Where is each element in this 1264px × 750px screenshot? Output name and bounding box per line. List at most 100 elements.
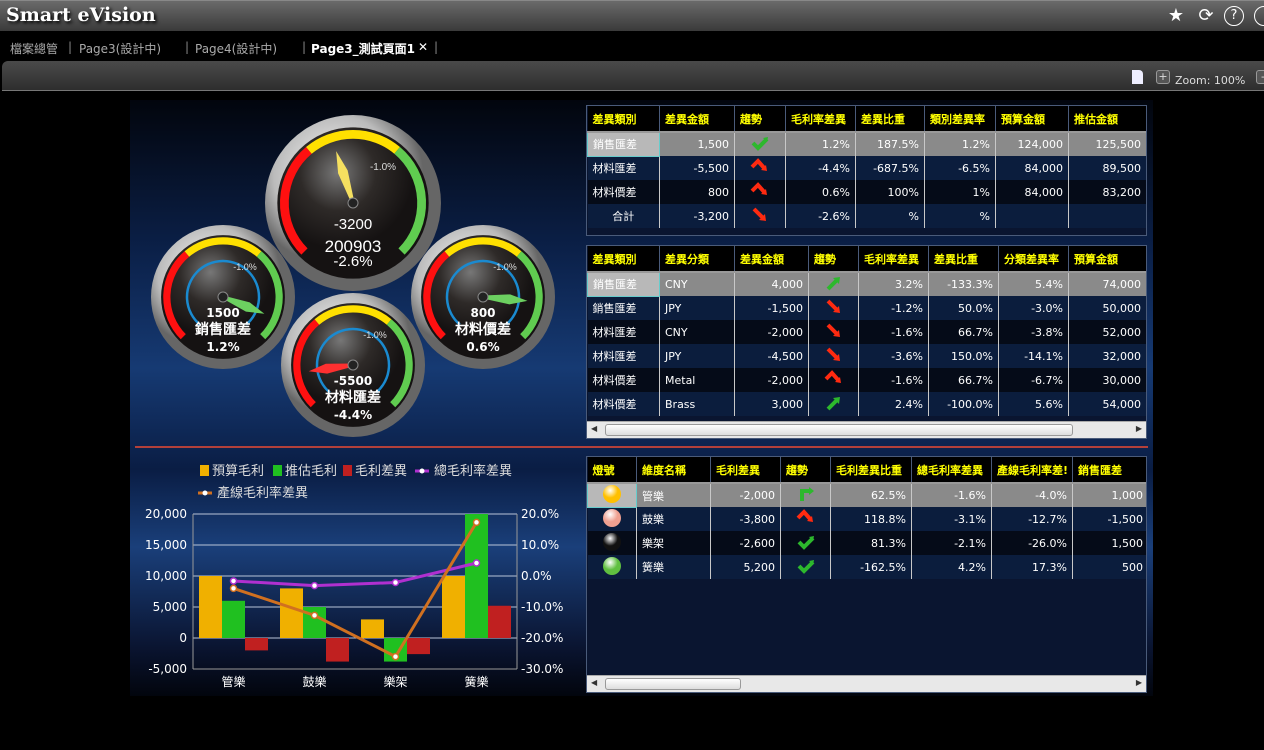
table-cell: -4.0%	[991, 483, 1073, 507]
table-cell: 81.3%	[830, 531, 912, 555]
x-tick-label: 樂架	[383, 674, 407, 689]
column-header[interactable]: 預算金額	[1068, 246, 1146, 273]
table-cell: %	[855, 204, 925, 228]
column-header[interactable]: 差異比重	[928, 246, 999, 273]
column-header[interactable]: 推估金額	[1068, 106, 1146, 133]
x-tick-label: 簧樂	[464, 674, 488, 689]
table-cell: 2.4%	[858, 392, 929, 416]
table-row[interactable]: 材料匯差 CNY -2,000 -1.6% 66.7% -3.8% 52,000	[587, 320, 1146, 344]
table-cell: -2.6%	[785, 204, 856, 228]
star-icon[interactable]: ★	[1167, 5, 1185, 26]
variance-category-table: 差異類別 差異金額 趨勢 毛利率差異 差異比重 類別差異率 預算金額 推估金額 銷售匯差 1,50…	[586, 105, 1147, 236]
bar-推估毛利	[384, 638, 407, 662]
gauge-green-band	[256, 251, 283, 340]
scrollbar-thumb[interactable]	[605, 678, 741, 690]
line-point	[310, 581, 319, 590]
horizontal-scrollbar[interactable]: ◀ ▶	[587, 421, 1146, 438]
column-header[interactable]: 毛利率差異	[785, 106, 856, 133]
table-row[interactable]: 管樂 -2,000 62.5% -1.6% -4.0% 1,000	[587, 482, 1146, 508]
column-header[interactable]: 預算金額	[995, 106, 1069, 133]
column-header[interactable]: 分類差異率	[998, 246, 1069, 273]
table-row[interactable]: 銷售匯差 1,500 1.2% 187.5% 1.2% 124,000 125,500	[587, 131, 1146, 157]
table-cell: JPY	[659, 344, 735, 368]
table-cell: CNY	[659, 320, 735, 344]
gauge-red-band	[293, 319, 320, 408]
column-header[interactable]: 毛利率差異	[858, 246, 929, 273]
help-icon[interactable]: ?	[1224, 6, 1244, 26]
column-header[interactable]: 趨勢	[734, 106, 786, 133]
table-row[interactable]: 材料價差 800 0.6% 100% 1% 84,000 83,200	[587, 180, 1146, 204]
table-cell: CNY	[659, 272, 735, 296]
table-cell: 5,200	[710, 555, 781, 579]
table-row[interactable]: 材料價差 Metal -2,000 -1.6% 66.7% -6.7% 30,000	[587, 368, 1146, 392]
column-header[interactable]: 類別差異率	[924, 106, 996, 133]
table-cell: 62.5%	[830, 483, 912, 507]
table-cell: 54,000	[1068, 392, 1146, 416]
scrollbar-thumb[interactable]	[605, 424, 1073, 436]
column-header[interactable]: 趨勢	[808, 246, 859, 273]
page-icon[interactable]	[1132, 70, 1143, 84]
table-row[interactable]: 簧樂 5,200 -162.5% 4.2% 17.3% 500	[587, 555, 1146, 579]
table-cell: 84,000	[995, 180, 1069, 204]
zoom-in-button[interactable]: +	[1156, 70, 1170, 84]
column-header[interactable]: 差異類別	[587, 246, 660, 273]
status-light-icon	[602, 556, 621, 575]
zoom-out-button[interactable]: -	[1256, 70, 1264, 84]
tab-page3[interactable]: Page3(設計中)	[79, 42, 162, 56]
line-point	[472, 518, 481, 527]
table-cell: 5.4%	[998, 272, 1069, 296]
gauge-inner-ring	[185, 259, 261, 326]
horizontal-scrollbar[interactable]: ◀ ▶	[587, 675, 1146, 692]
trend-cell	[780, 555, 831, 579]
close-tab-icon[interactable]: ✕	[418, 40, 429, 54]
column-header[interactable]: 差異金額	[659, 106, 735, 133]
refresh-icon[interactable]: ⟳	[1198, 5, 1214, 26]
column-header[interactable]: 差異金額	[734, 246, 809, 273]
bar-預算毛利	[199, 576, 222, 638]
table-row[interactable]: 銷售匯差 JPY -1,500 -1.2% 50.0% -3.0% 50,000	[587, 296, 1146, 320]
table-cell: -2,000	[710, 483, 781, 507]
tab-separator: |	[302, 40, 307, 54]
trend-cell	[808, 368, 859, 392]
gauge-target: -1.0%	[493, 262, 517, 272]
table-row[interactable]: 銷售匯差 CNY 4,000 3.2% -133.3% 5.4% 74,000	[587, 271, 1146, 297]
column-header[interactable]: 總毛利率差異	[911, 457, 992, 484]
y2-tick-label: -20.0%	[521, 631, 563, 645]
table-cell: 1.2%	[785, 132, 856, 156]
trend-down-icon	[826, 347, 840, 361]
line-point	[472, 559, 481, 567]
column-header[interactable]: 銷售匯差	[1072, 457, 1146, 484]
column-header[interactable]: 毛利差異比重	[830, 457, 912, 484]
table-row[interactable]: 鼓樂 -3,800 118.8% -3.1% -12.7% -1,500	[587, 507, 1146, 531]
table-row[interactable]: 材料匯差 JPY -4,500 -3.6% 150.0% -14.1% 32,000	[587, 344, 1146, 368]
table-row[interactable]: 材料匯差 -5,500 -4.4% -687.5% -6.5% 84,000 89,500	[587, 156, 1146, 180]
column-header[interactable]: 差異分類	[659, 246, 735, 273]
column-header[interactable]: 趨勢	[780, 457, 831, 484]
tab-file-explorer[interactable]: 檔案總管	[10, 42, 59, 56]
more-icon[interactable]	[1254, 6, 1264, 26]
gauge-green-band	[516, 251, 543, 340]
column-header[interactable]: 差異比重	[855, 106, 925, 133]
column-header[interactable]: 維度名稱	[636, 457, 711, 484]
tab-page4[interactable]: Page4(設計中)	[195, 42, 278, 56]
table-row[interactable]: 合計 -3,200 -2.6%%%	[587, 204, 1146, 228]
margin-chart: 20,000 20.0% 15,000 10.0% 10,000 0.0% 5,000 -10…	[145, 463, 563, 689]
column-header[interactable]: 毛利差異	[710, 457, 781, 484]
column-header[interactable]: 燈號	[587, 457, 637, 484]
trend-up-icon	[826, 277, 840, 291]
table-cell: 1,500	[1072, 531, 1146, 555]
y2-tick-label: 10.0%	[521, 538, 559, 552]
table-row[interactable]: 材料價差 Brass 3,000 2.4% -100.0% 5.6% 54,000	[587, 392, 1146, 416]
gauge-percent: -2.6%	[333, 253, 372, 270]
y2-tick-label: 0.0%	[521, 569, 552, 583]
header-row: 差異類別 差異分類 差異金額 趨勢 毛利率差異 差異比重 分類差異率 預算金額	[587, 246, 1146, 273]
column-header[interactable]: 產線毛利率差!	[991, 457, 1073, 484]
table-row[interactable]: 樂架 -2,600 81.3% -2.1% -26.0% 1,500	[587, 531, 1146, 555]
tab-page3-test[interactable]: Page3_測試頁面1	[311, 42, 415, 56]
trend-peak-down-icon	[796, 508, 813, 522]
column-header[interactable]: 差異類別	[587, 106, 660, 133]
variance-class-table: 差異類別 差異分類 差異金額 趨勢 毛利率差異 差異比重 分類差異率 預算金額 銷售匯差 CNY 4…	[586, 245, 1147, 439]
divider	[135, 446, 1148, 448]
table-cell: -687.5%	[855, 156, 925, 180]
